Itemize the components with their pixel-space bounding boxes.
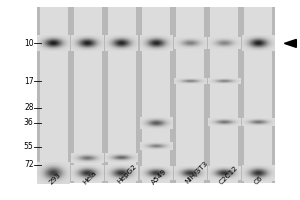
Bar (142, 7, 170, 183)
Text: 36: 36 (24, 118, 34, 127)
Text: 28: 28 (24, 103, 34, 112)
Bar (244, 7, 272, 183)
Text: 55: 55 (24, 142, 34, 151)
Bar (176, 7, 204, 183)
Text: C6: C6 (253, 174, 264, 185)
Text: HepG2: HepG2 (116, 164, 138, 185)
Text: A549: A549 (150, 168, 168, 185)
Bar (40, 7, 68, 183)
Bar (37, 7, 275, 183)
Text: 10: 10 (24, 39, 34, 48)
Bar (74, 7, 102, 183)
Text: 17: 17 (24, 77, 34, 86)
Polygon shape (284, 39, 296, 47)
Text: C2C12: C2C12 (218, 164, 240, 185)
Text: 293: 293 (48, 171, 62, 185)
Text: NIH/3T3: NIH/3T3 (184, 160, 209, 185)
Text: Hela: Hela (82, 170, 98, 185)
Text: 72: 72 (24, 160, 34, 169)
Bar (210, 7, 238, 183)
Bar (108, 7, 136, 183)
